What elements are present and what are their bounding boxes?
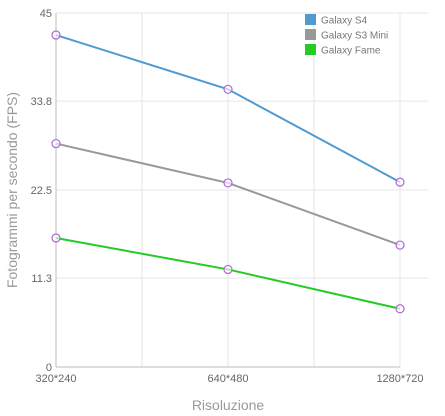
x-axis-title: Risoluzione [192,397,265,413]
legend-label[interactable]: Galaxy S3 Mini [321,31,388,42]
legend-swatch [305,29,316,40]
data-point-marker[interactable] [395,240,405,250]
legend-label[interactable]: Galaxy Fame [321,46,381,57]
y-tick-label: 0 [46,362,52,374]
data-point-marker[interactable] [51,233,61,243]
legend-swatch [305,14,316,25]
data-point-marker[interactable] [223,264,233,275]
x-tick-label: 1280*720 [376,373,423,385]
y-tick-label: 11.3 [31,273,52,285]
data-point-marker[interactable] [51,30,61,40]
data-point-marker[interactable] [51,138,61,149]
y-tick-label: 33.8 [31,96,52,108]
legend-swatch [305,44,316,55]
y-tick-label: 45 [40,8,52,20]
data-point-marker[interactable] [223,84,233,94]
y-tick-labels: 0 11.3 22.5 33.8 45 [31,8,52,374]
grid [56,12,428,367]
y-tick-label: 22.5 [31,185,52,197]
axes [55,13,400,368]
x-tick-label: 640*480 [208,373,249,385]
x-tick-labels: 320*240 640*480 1280*720 [36,373,424,385]
y-axis-title: Fotogrammi per secondo (FPS) [4,92,20,288]
series-markers [51,30,405,314]
data-point-marker[interactable] [223,178,233,188]
legend: Galaxy S4 Galaxy S3 Mini Galaxy Fame [305,14,388,57]
data-point-marker[interactable] [395,177,405,187]
data-point-marker[interactable] [395,304,405,314]
legend-label[interactable]: Galaxy S4 [321,16,368,27]
x-tick-label: 320*240 [36,373,77,385]
